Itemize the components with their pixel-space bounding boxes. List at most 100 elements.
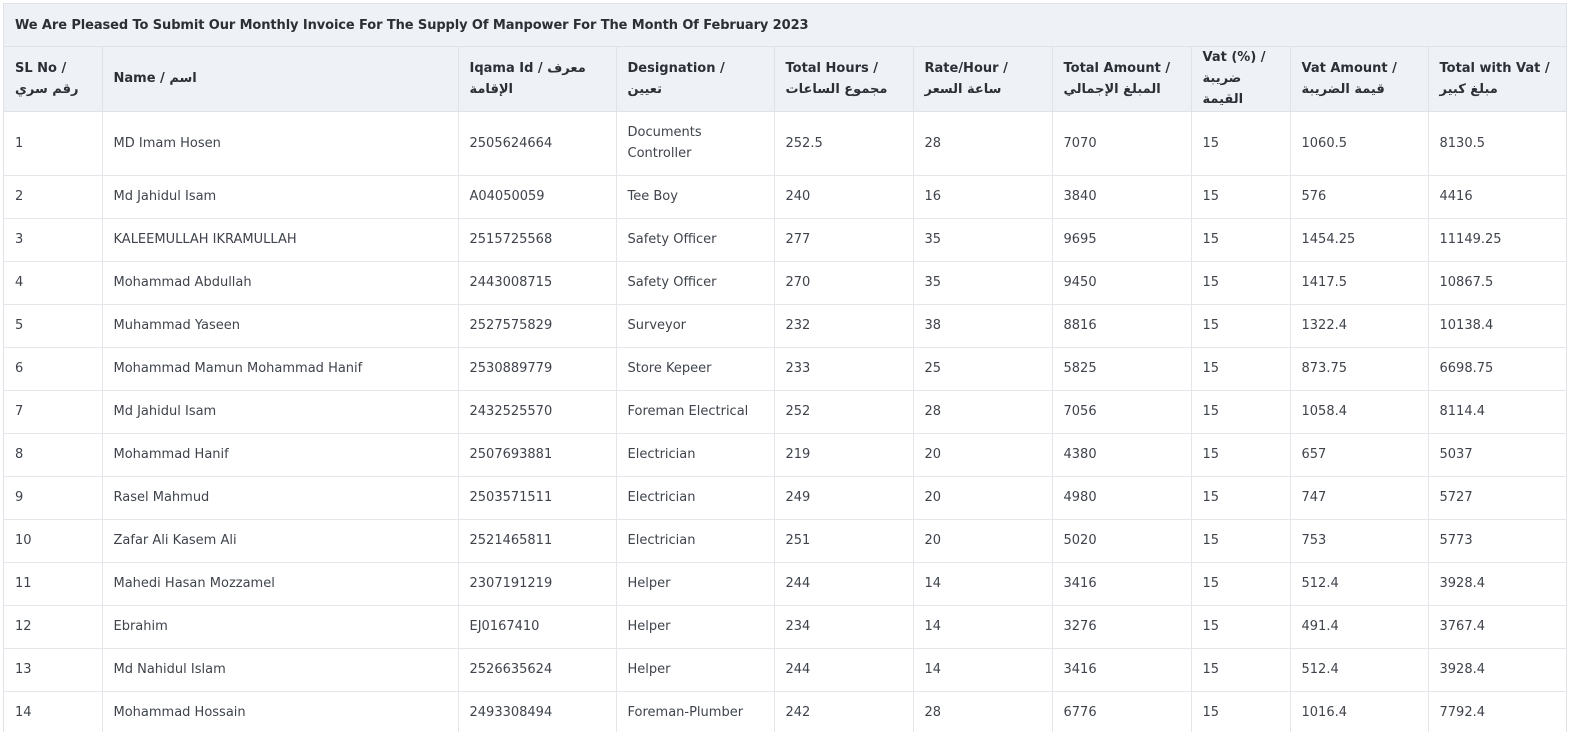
cell-designation: Surveyor (616, 304, 775, 348)
cell-total-amount: 3416 (1052, 648, 1192, 692)
column-header-name: Name / اسم (102, 47, 459, 112)
cell-name: KALEEMULLAH IKRAMULLAH (102, 218, 459, 262)
cell-iqama-id: 2493308494 (458, 691, 617, 732)
cell-total-with-vat: 6698.75 (1428, 347, 1566, 391)
cell-name: Mahedi Hasan Mozzamel (102, 562, 459, 606)
cell-vat-percent: 15 (1191, 562, 1291, 606)
cell-total-hours: 232 (774, 304, 914, 348)
cell-total-with-vat: 4416 (1428, 175, 1566, 219)
cell-total-amount: 4380 (1052, 433, 1192, 477)
cell-total-hours: 244 (774, 648, 914, 692)
cell-total-hours: 240 (774, 175, 914, 219)
cell-total-amount: 9695 (1052, 218, 1192, 262)
column-header-sl-no: SL No / رقم سري (4, 47, 103, 112)
table-row: 14 Mohammad Hossain 2493308494 Foreman-Plum… (4, 691, 1566, 732)
cell-total-hours: 252.5 (774, 111, 914, 176)
cell-name: Mohammad Hanif (102, 433, 459, 477)
column-header-rate-hour: Rate/Hour / ساعة السعر (913, 47, 1053, 112)
cell-vat-percent: 15 (1191, 476, 1291, 520)
invoice-table: SL No / رقم سري Name / اسم Iqama Id / مع… (4, 47, 1566, 732)
cell-total-hours: 233 (774, 347, 914, 391)
cell-rate-hour: 14 (913, 605, 1053, 649)
cell-total-hours: 277 (774, 218, 914, 262)
cell-designation: Safety Officer (616, 261, 775, 305)
column-header-total-with-vat: Total with Vat / مبلغ كبير (1428, 47, 1566, 112)
cell-designation: Electrician (616, 519, 775, 563)
cell-total-amount: 3276 (1052, 605, 1192, 649)
cell-iqama-id: 2527575829 (458, 304, 617, 348)
cell-sl-no: 1 (4, 111, 103, 176)
cell-vat-percent: 15 (1191, 175, 1291, 219)
cell-vat-percent: 15 (1191, 347, 1291, 391)
cell-rate-hour: 16 (913, 175, 1053, 219)
cell-sl-no: 4 (4, 261, 103, 305)
header-row: SL No / رقم سري Name / اسم Iqama Id / مع… (4, 47, 1566, 112)
table-row: 5 Muhammad Yaseen 2527575829 Surveyor 232 38 8… (4, 304, 1566, 348)
column-header-total-amount: Total Amount / المبلغ الإجمالي (1052, 47, 1192, 112)
cell-vat-amount: 657 (1290, 433, 1429, 477)
table-row: 6 Mohammad Mamun Mohammad Hanif 2530889779… (4, 347, 1566, 391)
cell-sl-no: 11 (4, 562, 103, 606)
cell-vat-percent: 15 (1191, 218, 1291, 262)
cell-designation: Store Kepeer (616, 347, 775, 391)
cell-name: Muhammad Yaseen (102, 304, 459, 348)
cell-iqama-id: 2530889779 (458, 347, 617, 391)
cell-total-amount: 7070 (1052, 111, 1192, 176)
cell-total-amount: 3840 (1052, 175, 1192, 219)
cell-vat-amount: 512.4 (1290, 562, 1429, 606)
cell-sl-no: 8 (4, 433, 103, 477)
cell-iqama-id: 2307191219 (458, 562, 617, 606)
table-row: 4 Mohammad Abdullah 2443008715 Safety Offic… (4, 261, 1566, 305)
cell-total-with-vat: 3928.4 (1428, 648, 1566, 692)
cell-iqama-id: 2443008715 (458, 261, 617, 305)
cell-total-with-vat: 5037 (1428, 433, 1566, 477)
cell-vat-amount: 1058.4 (1290, 390, 1429, 434)
cell-designation: Helper (616, 648, 775, 692)
column-header-designation: Designation / تعيين (616, 47, 775, 112)
cell-designation: Foreman-Plumber (616, 691, 775, 732)
table-row: 1 MD Imam Hosen 2505624664 Documents Contro… (4, 111, 1566, 176)
cell-designation: Helper (616, 605, 775, 649)
table-row: 9 Rasel Mahmud 2503571511 Electrician 249 20 4… (4, 476, 1566, 520)
cell-sl-no: 6 (4, 347, 103, 391)
table-body: 1 MD Imam Hosen 2505624664 Documents Contro… (4, 111, 1566, 732)
cell-name: MD Imam Hosen (102, 111, 459, 176)
cell-total-amount: 9450 (1052, 261, 1192, 305)
cell-total-with-vat: 8130.5 (1428, 111, 1566, 176)
cell-name: Zafar Ali Kasem Ali (102, 519, 459, 563)
cell-total-amount: 8816 (1052, 304, 1192, 348)
cell-rate-hour: 38 (913, 304, 1053, 348)
cell-total-with-vat: 3767.4 (1428, 605, 1566, 649)
cell-designation: Electrician (616, 433, 775, 477)
table-row: 12 Ebrahim EJ0167410 Helper 234 14 3276 15 491.4… (4, 605, 1566, 649)
cell-designation: Documents Controller (616, 111, 775, 176)
cell-vat-amount: 753 (1290, 519, 1429, 563)
cell-total-amount: 6776 (1052, 691, 1192, 732)
cell-designation: Electrician (616, 476, 775, 520)
table-row: 3 KALEEMULLAH IKRAMULLAH 2515725568 Safety … (4, 218, 1566, 262)
cell-vat-percent: 15 (1191, 111, 1291, 176)
cell-iqama-id: EJ0167410 (458, 605, 617, 649)
invoice-panel: We Are Pleased To Submit Our Monthly Inv… (3, 3, 1567, 732)
cell-total-hours: 234 (774, 605, 914, 649)
cell-iqama-id: 2507693881 (458, 433, 617, 477)
cell-name: Mohammad Abdullah (102, 261, 459, 305)
cell-total-with-vat: 3928.4 (1428, 562, 1566, 606)
cell-vat-amount: 747 (1290, 476, 1429, 520)
cell-total-with-vat: 10867.5 (1428, 261, 1566, 305)
cell-iqama-id: 2521465811 (458, 519, 617, 563)
cell-total-hours: 244 (774, 562, 914, 606)
column-header-total-hours: Total Hours / مجموع الساعات (774, 47, 914, 112)
cell-sl-no: 7 (4, 390, 103, 434)
column-header-vat-amount: Vat Amount / قيمة الضريبة (1290, 47, 1429, 112)
cell-total-hours: 251 (774, 519, 914, 563)
cell-designation: Tee Boy (616, 175, 775, 219)
table-row: 7 Md Jahidul Isam 2432525570 Foreman Electr… (4, 390, 1566, 434)
cell-sl-no: 14 (4, 691, 103, 732)
cell-vat-amount: 1322.4 (1290, 304, 1429, 348)
cell-vat-percent: 15 (1191, 304, 1291, 348)
table-row: 11 Mahedi Hasan Mozzamel 2307191219 Helper 2… (4, 562, 1566, 606)
cell-total-with-vat: 5727 (1428, 476, 1566, 520)
cell-vat-percent: 15 (1191, 519, 1291, 563)
cell-total-amount: 7056 (1052, 390, 1192, 434)
